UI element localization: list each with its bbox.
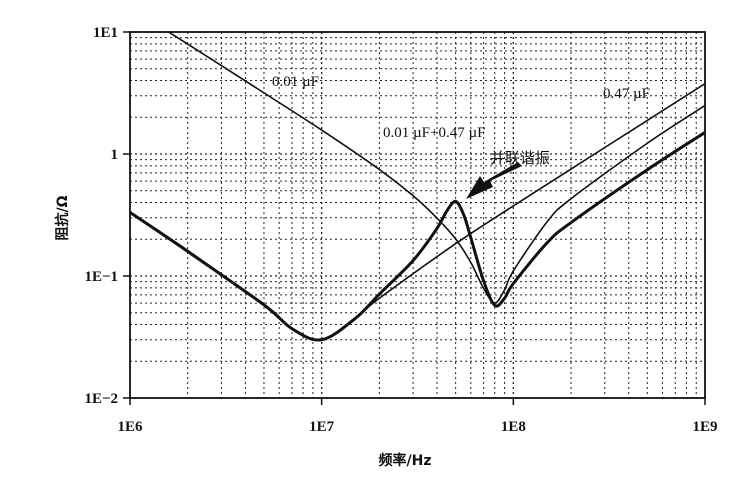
annotation-parallel-resonance: 并联谐振	[490, 149, 550, 167]
series-label-0.47uF: 0.47 µF	[603, 86, 650, 102]
y-tick-label: 1E−1	[84, 269, 118, 285]
series-line-1	[130, 83, 705, 341]
y-tick-label: 1E1	[93, 25, 118, 41]
x-axis-label: 频率/Hz	[379, 452, 432, 469]
x-tick-label: 1E7	[309, 419, 335, 435]
y-tick-label: 1E−2	[84, 391, 118, 407]
annotation-arrow	[466, 162, 522, 199]
x-tick-label: 1E6	[117, 419, 143, 435]
ticks: 1E6 1E7 1E8 1E9 1E−2 1E−1 1 1E1	[84, 25, 717, 435]
series-line-0	[167, 32, 705, 304]
series-label-0.01uF: 0.01 µF	[272, 74, 319, 90]
y-axis-label: 阻抗/Ω	[54, 195, 71, 240]
series-label-combined: 0.01 µF+0.47 µF	[383, 125, 485, 141]
curves	[130, 32, 705, 342]
x-tick-label: 1E8	[501, 419, 526, 435]
y-tick-label: 1	[111, 147, 119, 163]
x-tick-label: 1E9	[692, 419, 717, 435]
series-line-2	[130, 131, 705, 342]
plot-frame	[129, 31, 706, 399]
